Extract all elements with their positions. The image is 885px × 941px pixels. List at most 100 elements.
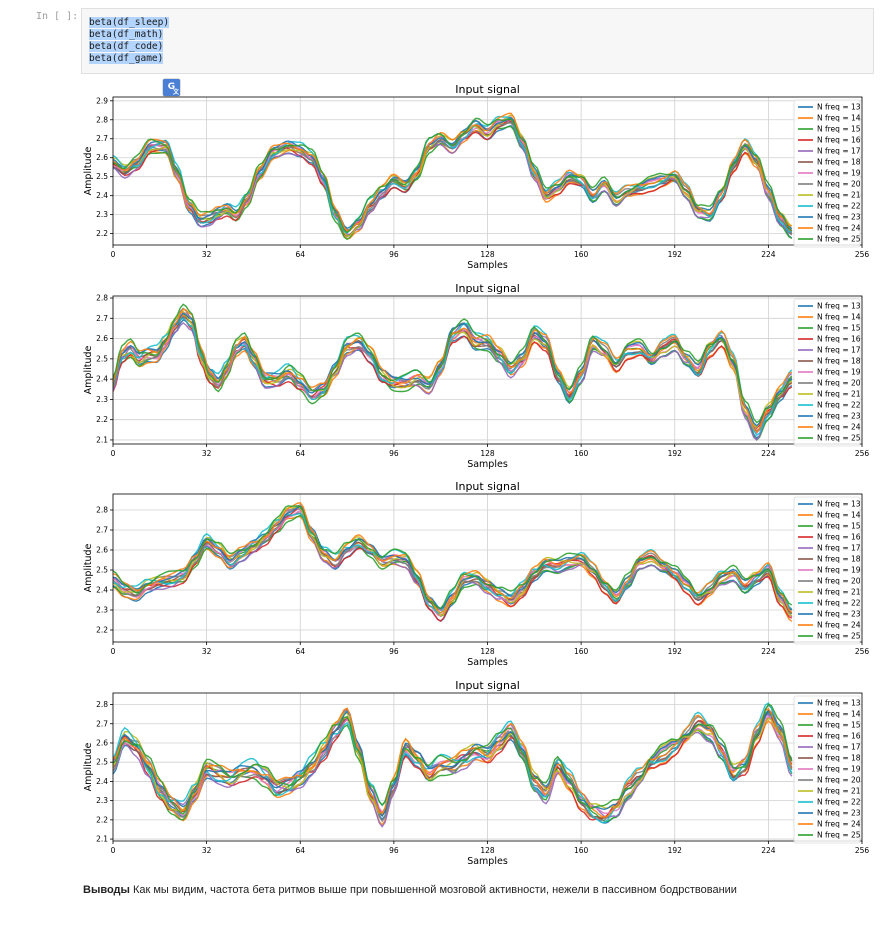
y-tick-label: 2.4 (96, 191, 108, 200)
series-group (113, 303, 793, 441)
x-tick-label: 160 (574, 647, 589, 656)
y-tick-label: 2.3 (96, 606, 108, 615)
y-tick-label: 2.8 (96, 700, 108, 709)
series-line-24 (113, 707, 793, 818)
legend-label: N freq = 17 (817, 346, 861, 355)
series-group (113, 112, 793, 241)
legend-label: N freq = 15 (817, 522, 861, 531)
legend-label: N freq = 21 (817, 390, 861, 399)
legend-label: N freq = 19 (817, 566, 861, 575)
y-tick-label: 2.6 (96, 334, 108, 343)
y-tick-label: 2.2 (96, 626, 108, 635)
legend-label: N freq = 17 (817, 147, 861, 156)
code-line-4: beta(df_game) (89, 53, 164, 64)
x-tick-label: 32 (202, 647, 212, 656)
legend-label: N freq = 16 (817, 335, 861, 344)
y-tick-label: 2.5 (96, 566, 108, 575)
x-tick-label: 96 (389, 846, 399, 855)
legend-label: N freq = 13 (817, 699, 861, 708)
x-axis-label: Samples (467, 260, 508, 271)
y-tick-label: 2.4 (96, 777, 108, 786)
y-tick-label: 2.8 (96, 294, 108, 303)
y-tick-label: 2.6 (96, 153, 108, 162)
chart-title: Input signal (455, 480, 520, 493)
code-line-2: beta(df_math) (89, 29, 164, 40)
x-tick-label: 160 (574, 449, 589, 458)
chart-2: 0 32 64 96 128 160 192 224 256 2.1 2.2 2.3 2.4 2.5 2.6… (83, 282, 869, 470)
legend-label: N freq = 20 (817, 577, 861, 586)
series-line-21 (113, 506, 793, 617)
y-tick-label: 2.8 (96, 506, 108, 515)
y-tick-label: 2.9 (96, 96, 108, 105)
y-tick-label: 2.3 (96, 796, 108, 805)
conclusion-text: Выводы Как мы видим, частота бета ритмов… (83, 884, 737, 896)
series-line-25 (113, 117, 793, 234)
legend-label: N freq = 21 (817, 588, 861, 597)
legend-label: N freq = 14 (817, 313, 861, 322)
y-axis-label: Amplitude (83, 544, 94, 593)
series-line-24 (113, 112, 793, 232)
y-tick-label: 2.4 (96, 375, 108, 384)
series-group (113, 502, 793, 623)
legend-label: N freq = 19 (817, 169, 861, 178)
x-tick-label: 0 (111, 250, 116, 259)
series-line-14 (113, 515, 793, 622)
legend-label: N freq = 23 (817, 809, 861, 818)
y-tick-label: 2.3 (96, 395, 108, 404)
x-tick-label: 128 (480, 449, 495, 458)
legend-label: N freq = 18 (817, 555, 861, 564)
x-tick-label: 256 (855, 647, 870, 656)
legend-label: N freq = 24 (817, 621, 861, 630)
x-tick-label: 224 (761, 846, 776, 855)
x-tick-label: 0 (111, 449, 116, 458)
legend-label: N freq = 15 (817, 324, 861, 333)
legend-label: N freq = 17 (817, 743, 861, 752)
legend-label: N freq = 14 (817, 114, 861, 123)
legend-label: N freq = 14 (817, 511, 861, 520)
legend-box (793, 695, 861, 844)
legend-label: N freq = 25 (817, 235, 861, 244)
y-tick-label: 2.7 (96, 526, 108, 535)
series-line-13 (113, 512, 793, 623)
x-tick-label: 64 (295, 647, 305, 656)
x-tick-label: 256 (855, 846, 870, 855)
legend-label: N freq = 20 (817, 180, 861, 189)
legend-label: N freq = 25 (817, 434, 861, 443)
series-line-24 (113, 308, 793, 433)
x-axis-label: Samples (467, 856, 508, 867)
series-line-22 (113, 115, 792, 234)
series-line-21 (113, 114, 793, 238)
y-tick-label: 2.7 (96, 314, 108, 323)
legend-label: N freq = 23 (817, 610, 861, 619)
chart-title: Input signal (455, 83, 520, 96)
legend-label: N freq = 17 (817, 544, 861, 553)
y-tick-label: 2.2 (96, 229, 108, 238)
legend-label: N freq = 13 (817, 302, 861, 311)
x-tick-label: 192 (668, 449, 683, 458)
y-axis-label: Amplitude (83, 147, 94, 196)
legend-label: N freq = 21 (817, 787, 861, 796)
series-line-25 (113, 505, 793, 610)
code-line-3: beta(df_code) (89, 41, 164, 52)
series-line-22 (113, 702, 793, 824)
x-tick-label: 192 (668, 846, 683, 855)
series-line-23 (113, 312, 793, 427)
y-axis-label: Amplitude (83, 743, 94, 792)
legend-label: N freq = 24 (817, 820, 861, 829)
legend-label: N freq = 16 (817, 533, 861, 542)
x-axis-label: Samples (467, 459, 508, 470)
legend-label: N freq = 13 (817, 500, 861, 509)
x-tick-label: 128 (480, 846, 495, 855)
y-tick-label: 2.5 (96, 172, 108, 181)
legend-label: N freq = 19 (817, 368, 861, 377)
code-cell[interactable]: beta(df_sleep) beta(df_math) beta(df_cod… (81, 8, 874, 74)
legend-label: N freq = 18 (817, 158, 861, 167)
legend-label: N freq = 16 (817, 136, 861, 145)
y-tick-label: 2.7 (96, 134, 108, 143)
code-editor[interactable]: beta(df_sleep) beta(df_math) beta(df_cod… (89, 17, 170, 65)
x-tick-label: 224 (761, 250, 776, 259)
legend-box (793, 99, 861, 248)
legend-label: N freq = 22 (817, 202, 861, 211)
